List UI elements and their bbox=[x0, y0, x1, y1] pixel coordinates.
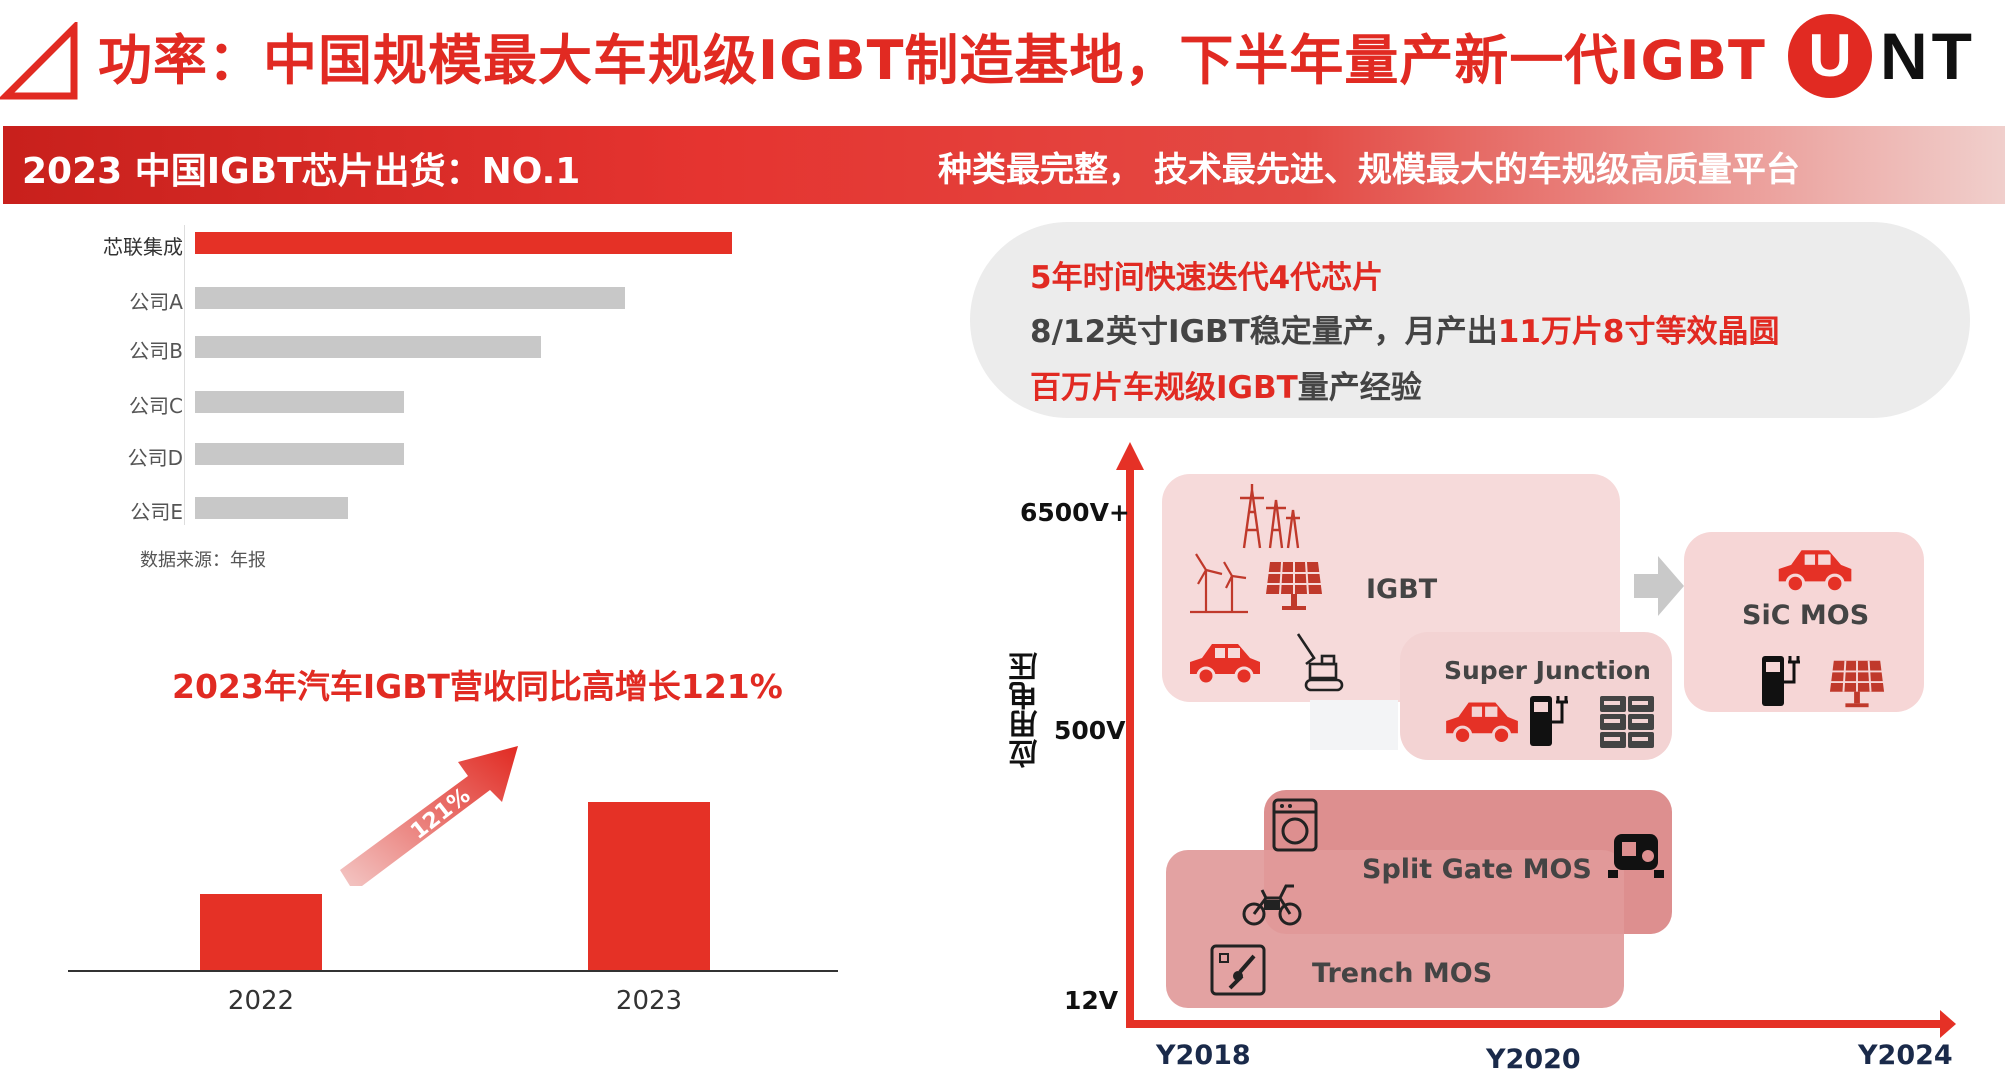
tech-map-axes bbox=[1116, 442, 1956, 1038]
title-corner-triangle-icon bbox=[0, 22, 78, 100]
label-trench: Trench MOS bbox=[1312, 958, 1493, 989]
info-line-2: 8/12英寸IGBT稳定量产，月产出11万片8寸等效晶圆 bbox=[1030, 306, 1780, 351]
info-line-2-highlight: 11万片8寸等效晶圆 bbox=[1497, 314, 1780, 350]
year-2018: Y2018 bbox=[1156, 1040, 1251, 1071]
year-2024: Y2024 bbox=[1858, 1040, 1953, 1071]
ranking-bar bbox=[195, 443, 404, 465]
growth-arrow-icon: 121% bbox=[340, 746, 518, 886]
generator-icon bbox=[1608, 834, 1664, 878]
info-line-2-text: 8/12英寸IGBT稳定量产，月产出 bbox=[1030, 314, 1498, 350]
label-igbt: IGBT bbox=[1366, 574, 1438, 605]
ranking-label: 公司D bbox=[127, 446, 183, 470]
info-line-1: 5年时间快速迭代4代芯片 bbox=[1030, 260, 1384, 296]
info-line-3-highlight: 百万片车规级IGBT bbox=[1030, 370, 1298, 406]
info-line-3-text: 量产经验 bbox=[1297, 370, 1422, 406]
growth-bar bbox=[588, 802, 710, 970]
banner-left-text: 2023 中国IGBT芯片出货：NO.1 bbox=[22, 151, 581, 192]
motorcycle-icon bbox=[1242, 884, 1302, 926]
growth-axis-line bbox=[68, 970, 838, 972]
label-sic-mos: SiC MOS bbox=[1742, 600, 1870, 631]
car-icon-3 bbox=[1778, 550, 1852, 594]
solar-panel-icon-2 bbox=[1829, 660, 1885, 708]
power-tower-icon bbox=[1240, 484, 1300, 549]
voltage-12: 12V bbox=[1064, 986, 1119, 1015]
source-note: 数据来源：年报 bbox=[140, 550, 266, 571]
growth-bar bbox=[200, 894, 322, 970]
excavator-icon bbox=[1296, 633, 1344, 692]
voltage-6500: 6500V+ bbox=[1020, 498, 1130, 527]
wind-turbine-icon bbox=[1190, 553, 1248, 614]
label-super-junction: Super Junction bbox=[1444, 656, 1651, 685]
car-icon bbox=[1190, 644, 1260, 686]
ranking-axis-line bbox=[184, 225, 185, 525]
server-rack-icon bbox=[1600, 696, 1654, 748]
page-title: 功率：中国规模最大车规级IGBT制造基地，下半年量产新一代IGBT bbox=[98, 29, 1766, 92]
company-logo: U NT bbox=[1788, 14, 1998, 100]
growth-year-label: 2023 bbox=[615, 986, 683, 1016]
growth-title: 2023年汽车IGBT营收同比高增长121% bbox=[172, 667, 783, 706]
ranking-label: 公司C bbox=[129, 394, 183, 418]
ranking-bar bbox=[195, 391, 404, 413]
ranking-bar bbox=[195, 336, 541, 358]
logo-u-mark: U bbox=[1788, 14, 1872, 98]
banner-right-text: 种类最完整， 技术最先进、规模最大的车规级高质量平台 bbox=[938, 150, 1800, 190]
ranking-label: 公司E bbox=[130, 500, 183, 524]
car-icon-2 bbox=[1446, 702, 1518, 746]
section-banner bbox=[3, 126, 2005, 204]
ev-charger-icon-2 bbox=[1762, 656, 1800, 706]
info-line-3: 百万片车规级IGBT量产经验 bbox=[1030, 362, 1422, 407]
ranking-label: 芯联集成 bbox=[103, 235, 183, 259]
ranking-label: 公司B bbox=[129, 339, 183, 363]
solar-panel-icon bbox=[1266, 561, 1322, 610]
wall-plug-icon bbox=[1210, 944, 1266, 996]
transition-arrow-icon bbox=[1634, 556, 1684, 616]
region-trench bbox=[1166, 850, 1624, 1008]
ranking-label: 公司A bbox=[129, 290, 183, 314]
washing-machine-icon bbox=[1272, 798, 1318, 852]
y-axis-title: 应用电压 bbox=[1008, 652, 1042, 768]
label-split-gate: Split Gate MOS bbox=[1362, 854, 1592, 885]
growth-year-label: 2022 bbox=[227, 986, 295, 1016]
ev-charger-icon bbox=[1530, 696, 1568, 746]
info-box bbox=[970, 222, 1970, 418]
ranking-bar bbox=[195, 497, 348, 519]
logo-nt-text: NT bbox=[1880, 19, 1976, 93]
year-2020: Y2020 bbox=[1486, 1044, 1581, 1075]
region-overlap-patch bbox=[1310, 700, 1398, 750]
ranking-bar bbox=[195, 232, 732, 254]
voltage-500: 500V bbox=[1054, 716, 1126, 745]
ranking-bar bbox=[195, 287, 625, 309]
